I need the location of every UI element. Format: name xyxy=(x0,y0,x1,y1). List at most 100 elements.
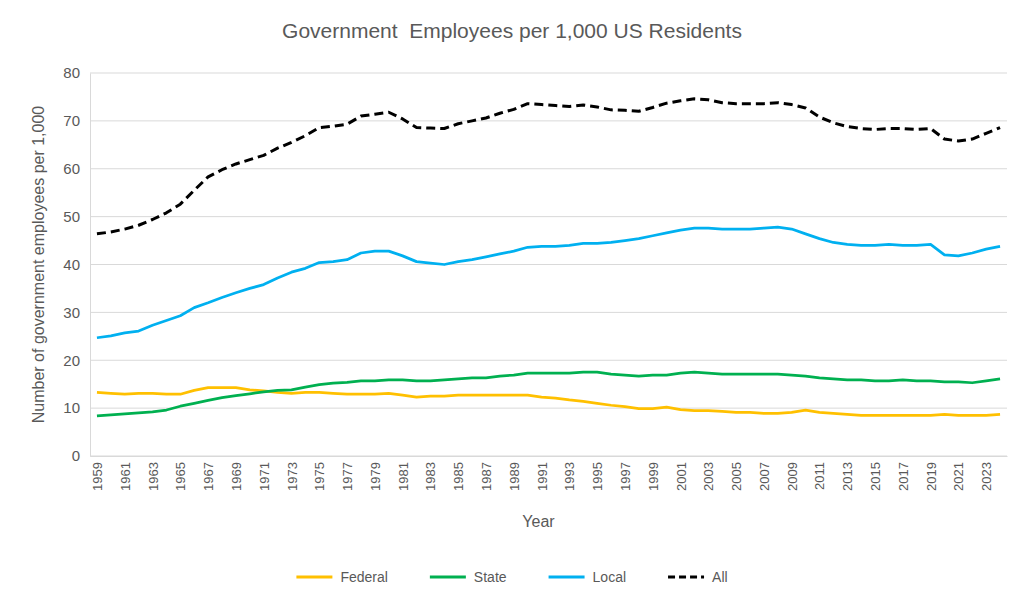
grid-line xyxy=(90,264,1007,265)
y-tick: 70 xyxy=(63,112,90,129)
x-tick-label: 1981 xyxy=(396,462,411,491)
plot-lines xyxy=(97,99,1000,416)
y-tick-label: 20 xyxy=(63,352,80,369)
x-tick-label: 2003 xyxy=(701,462,716,491)
x-tick-label: 2011 xyxy=(812,462,827,490)
y-tick: 60 xyxy=(63,160,90,177)
y-axis: 0 10 20 30 40 50 60 70 80 xyxy=(63,64,90,464)
x-tick: 1997 xyxy=(618,462,633,491)
y-tick: 0 xyxy=(72,447,90,464)
chart: 0 10 20 30 40 50 60 70 80 1959 1961 1963 1965 1967 196… xyxy=(0,0,1024,604)
x-tick-label: 1961 xyxy=(118,462,133,491)
legend-item: State xyxy=(430,569,507,585)
grid-line xyxy=(90,312,1007,313)
legend-item: Local xyxy=(549,569,626,585)
y-axis-title: Number of government employees per 1,000 xyxy=(30,106,47,424)
y-tick-label: 30 xyxy=(63,304,80,321)
x-tick: 2017 xyxy=(896,462,911,491)
x-tick-label: 2005 xyxy=(729,462,744,491)
x-tick: 1967 xyxy=(201,462,216,491)
x-tick-label: 2019 xyxy=(924,462,939,491)
series-line xyxy=(97,227,1000,338)
x-tick-label: 1993 xyxy=(562,462,577,491)
y-tick: 80 xyxy=(63,64,90,81)
x-tick-label: 1989 xyxy=(507,462,522,491)
x-tick-label: 1983 xyxy=(423,462,438,491)
x-tick: 1973 xyxy=(285,462,300,491)
x-tick-label: 1991 xyxy=(535,462,550,491)
x-tick: 2015 xyxy=(868,462,883,491)
legend-label: Local xyxy=(593,569,626,585)
x-tick: 1965 xyxy=(173,462,188,491)
x-tick-label: 1999 xyxy=(646,462,661,491)
y-tick: 30 xyxy=(63,304,90,321)
x-tick: 2023 xyxy=(979,462,994,491)
chart-title: Government Employees per 1,000 US Reside… xyxy=(282,19,742,42)
y-tick-label: 50 xyxy=(63,208,80,225)
x-tick: 2019 xyxy=(924,462,939,491)
x-tick-label: 1973 xyxy=(285,462,300,491)
x-tick: 2005 xyxy=(729,462,744,491)
legend: Federal State Local All xyxy=(296,569,727,585)
x-tick-label: 1967 xyxy=(201,462,216,491)
x-axis-line xyxy=(91,456,1008,457)
grid-line xyxy=(90,408,1007,409)
x-tick: 2009 xyxy=(785,462,800,491)
x-tick: 1991 xyxy=(535,462,550,491)
x-tick-label: 1971 xyxy=(257,462,272,491)
background xyxy=(0,0,1024,604)
legend-label: State xyxy=(474,569,507,585)
x-axis: 1959 1961 1963 1965 1967 1969 1971 1973 1975 1977… xyxy=(90,457,1008,491)
y-tick-label: 60 xyxy=(63,160,80,177)
legend-item: All xyxy=(668,569,728,585)
x-tick-label: 2017 xyxy=(896,462,911,491)
x-tick: 1999 xyxy=(646,462,661,491)
x-tick: 1971 xyxy=(257,462,272,491)
x-tick-label: 1979 xyxy=(368,462,383,491)
x-tick: 2003 xyxy=(701,462,716,491)
grid-line xyxy=(90,360,1007,361)
x-tick: 1985 xyxy=(451,462,466,491)
x-tick-label: 2009 xyxy=(785,462,800,491)
legend-swatch xyxy=(668,576,704,579)
x-tick: 1977 xyxy=(340,462,355,491)
y-tick: 20 xyxy=(63,352,90,369)
legend-swatch xyxy=(430,576,466,579)
x-tick-label: 1965 xyxy=(173,462,188,491)
x-tick: 1993 xyxy=(562,462,577,491)
x-tick-label: 1963 xyxy=(146,462,161,491)
x-tick: 1981 xyxy=(396,462,411,491)
grid-line xyxy=(90,168,1007,169)
y-tick-label: 70 xyxy=(63,112,80,129)
x-tick: 1989 xyxy=(507,462,522,491)
legend-label: Federal xyxy=(340,569,387,585)
y-tick-label: 80 xyxy=(63,64,80,81)
y-tick-label: 0 xyxy=(72,447,80,464)
x-tick-label: 1975 xyxy=(312,462,327,491)
x-tick-label: 2021 xyxy=(951,462,966,491)
grid xyxy=(90,73,1007,456)
x-tick-label: 1987 xyxy=(479,462,494,491)
grid-line xyxy=(90,456,1007,457)
x-tick-label: 2023 xyxy=(979,462,994,491)
x-tick: 1969 xyxy=(229,462,244,491)
x-tick: 1959 xyxy=(90,462,105,491)
x-tick: 1995 xyxy=(590,462,605,491)
grid-line xyxy=(90,216,1007,217)
x-tick-label: 1997 xyxy=(618,462,633,491)
x-tick: 2013 xyxy=(840,462,855,491)
x-tick: 2001 xyxy=(674,462,689,491)
x-tick: 1987 xyxy=(479,462,494,491)
y-tick-label: 10 xyxy=(63,399,80,416)
legend-item: Federal xyxy=(296,569,387,585)
legend-label: All xyxy=(712,569,728,585)
x-tick: 1983 xyxy=(423,462,438,491)
grid-line xyxy=(90,120,1007,121)
x-tick: 2011 xyxy=(812,462,827,490)
x-tick-label: 1985 xyxy=(451,462,466,491)
x-tick: 2007 xyxy=(757,462,772,491)
y-tick-label: 40 xyxy=(63,256,80,273)
y-tick: 40 xyxy=(63,256,90,273)
legend-swatch xyxy=(296,576,332,579)
y-axis-line xyxy=(90,74,91,457)
